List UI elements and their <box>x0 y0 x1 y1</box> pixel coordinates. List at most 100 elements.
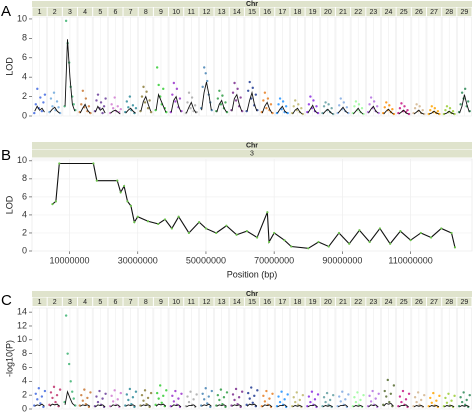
point <box>201 392 204 395</box>
point <box>159 384 162 387</box>
point <box>55 393 59 397</box>
point <box>218 398 221 402</box>
facet-strip <box>244 297 260 306</box>
point <box>210 389 214 393</box>
facet-label: 7 <box>129 299 133 306</box>
point <box>203 398 206 401</box>
point <box>401 389 405 393</box>
point <box>338 395 341 398</box>
point <box>171 93 174 96</box>
facet-strip <box>123 7 138 16</box>
point <box>400 400 403 404</box>
point <box>368 240 371 244</box>
lod-line <box>352 107 364 115</box>
point <box>263 91 267 94</box>
point <box>444 396 447 400</box>
facet-strip <box>335 297 351 306</box>
point <box>388 104 391 107</box>
point <box>283 239 286 242</box>
point <box>187 231 190 235</box>
point <box>116 105 119 108</box>
point <box>342 101 345 104</box>
facet-label: 28 <box>445 9 453 16</box>
facet-label: 9 <box>159 299 163 306</box>
point <box>378 227 382 230</box>
facet-strip <box>229 297 244 306</box>
x-tick-label: 10000000 <box>49 255 89 265</box>
point <box>327 245 330 248</box>
point <box>256 389 259 392</box>
panel-letter: A <box>1 3 11 20</box>
lod-line <box>140 95 152 112</box>
point <box>40 109 44 113</box>
point <box>385 395 388 398</box>
point <box>80 103 83 106</box>
point <box>92 162 95 165</box>
point <box>102 105 106 108</box>
point <box>277 395 280 398</box>
point <box>468 393 471 397</box>
point <box>140 393 144 397</box>
x-tick-label: 110000000 <box>388 255 432 265</box>
facet-label: 8 <box>144 9 148 16</box>
point <box>248 80 251 84</box>
point <box>110 394 113 398</box>
point <box>129 204 133 208</box>
lod-line <box>34 105 45 113</box>
x-tick-label: 50000000 <box>186 255 226 265</box>
point <box>127 398 130 402</box>
point <box>463 87 467 91</box>
facet-label: 13 <box>218 9 226 16</box>
point <box>317 240 320 244</box>
facet-label: 17 <box>278 9 286 16</box>
point <box>81 89 85 92</box>
facet-label: 27 <box>430 9 438 16</box>
point <box>377 392 380 395</box>
point <box>312 99 315 102</box>
point <box>231 91 235 94</box>
point <box>245 403 248 407</box>
y-tick-label: 2 <box>22 227 27 237</box>
facet-label: 22 <box>354 299 362 306</box>
point <box>447 392 450 395</box>
point <box>298 398 301 402</box>
facet-label: 5 <box>98 9 102 16</box>
point <box>419 398 423 402</box>
point <box>421 108 424 112</box>
point <box>48 403 51 407</box>
facet-strip <box>214 7 229 16</box>
facet-strip <box>396 7 411 16</box>
point <box>253 394 256 398</box>
facet-strip <box>442 297 457 306</box>
point <box>427 112 430 116</box>
facet-strip <box>426 297 442 306</box>
point <box>33 111 36 115</box>
y-tick-label: 8 <box>22 173 27 183</box>
point <box>231 393 235 396</box>
lod-line <box>216 404 227 407</box>
point <box>198 221 201 224</box>
point <box>256 236 259 239</box>
point <box>245 230 248 233</box>
facet-strip <box>426 7 442 16</box>
point <box>148 99 151 102</box>
strip-title: Chr <box>246 291 258 298</box>
y-axis-label: -log10(P) <box>4 340 14 377</box>
facet-strip <box>290 7 305 16</box>
facet-strip <box>396 297 411 306</box>
point <box>290 245 293 248</box>
point <box>172 81 176 85</box>
lod-line <box>368 105 379 114</box>
facet-strip <box>169 7 184 16</box>
lod-line <box>170 95 182 113</box>
point <box>315 105 318 108</box>
point <box>430 401 433 404</box>
point <box>216 97 220 100</box>
point <box>125 393 129 396</box>
point <box>240 390 244 393</box>
point <box>295 391 298 394</box>
facet-label: 12 <box>203 299 211 306</box>
point <box>190 96 194 99</box>
point <box>43 93 47 96</box>
facet-strip <box>260 7 275 16</box>
